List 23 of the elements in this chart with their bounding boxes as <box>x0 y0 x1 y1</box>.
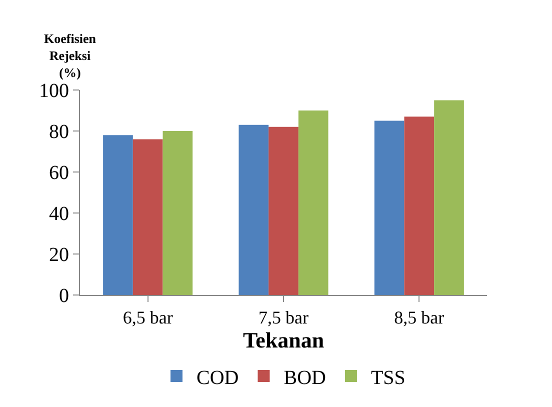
x-tick-label: 7,5 bar <box>258 308 308 328</box>
x-tick-label: 8,5 bar <box>394 308 444 328</box>
y-axis-title: Koefisien Rejeksi (%) <box>44 31 97 80</box>
y-tick-label: 0 <box>59 285 69 307</box>
bar <box>268 126 298 295</box>
legend-label: TSS <box>370 366 406 389</box>
y-tick-label: 100 <box>39 80 69 102</box>
bar <box>298 110 328 295</box>
x-tick-label: 6,5 bar <box>122 308 173 328</box>
x-axis-title: Tekanan <box>242 328 324 353</box>
y-tick-label: 20 <box>49 244 69 266</box>
y-tick-label: 80 <box>49 121 69 143</box>
bar <box>238 124 269 295</box>
bar <box>132 139 163 295</box>
bar <box>434 100 464 295</box>
bar <box>374 120 404 295</box>
legend-label: BOD <box>284 366 326 389</box>
y-tick-label: 40 <box>49 203 69 225</box>
y-tick-label: 60 <box>49 162 69 184</box>
bar <box>103 135 133 295</box>
bar <box>404 116 434 295</box>
bar <box>162 131 193 295</box>
legend-label: COD <box>196 366 239 389</box>
